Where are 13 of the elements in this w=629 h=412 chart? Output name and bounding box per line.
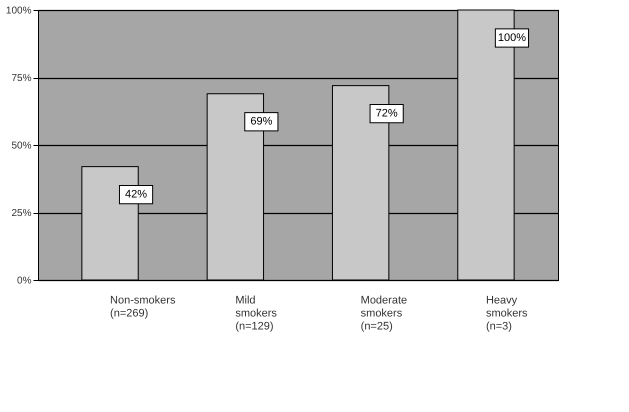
y-tick-label: 75% xyxy=(11,73,32,84)
data-label: 72% xyxy=(376,108,398,120)
x-tick-label: Moderate smokers (n=25) xyxy=(360,294,408,332)
y-tick-label: 25% xyxy=(11,208,32,219)
y-tick-label: 0% xyxy=(17,276,32,286)
data-label: 42% xyxy=(125,188,148,201)
x-tick-label: Non-smokers (n=269) xyxy=(110,294,176,320)
y-tick-label: 100% xyxy=(6,6,32,16)
x-tick-label: Mild smokers (n=129) xyxy=(235,294,278,332)
data-label: 69% xyxy=(250,116,273,128)
x-tick-label: Heavy smokers (n=3) xyxy=(486,294,528,332)
y-tick-label: 50% xyxy=(11,140,32,152)
data-label: 100% xyxy=(498,32,526,44)
